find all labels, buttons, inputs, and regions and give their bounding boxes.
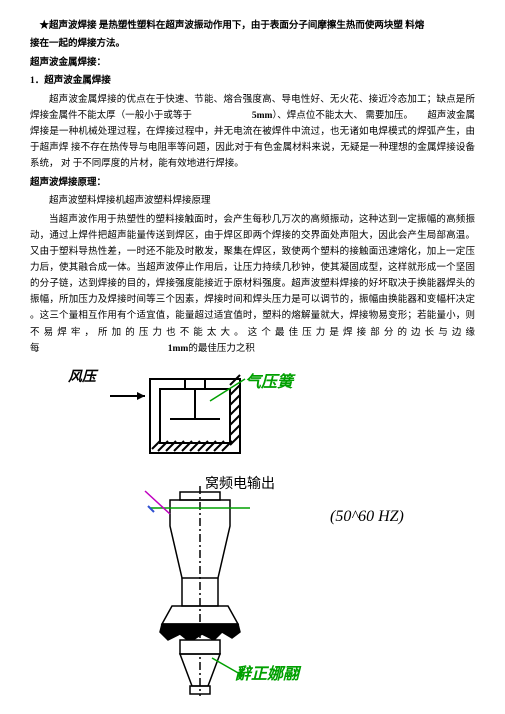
intro-line2: 接在一起的焊接方法。 [30, 36, 475, 52]
sec1-para: 超声波金属焊接的优点在于快速、节能、熔合强度高、导电性好、无火花、接近冷态加工；… [30, 92, 475, 173]
sec2-sub: 超声波塑料焊接机超声波塑料焊接原理 [30, 193, 475, 209]
sec1-title: 超声波金属焊接： [30, 55, 475, 71]
intro-line: ★超声波焊接 是热塑性塑料在超声波振动作用下，由于表面分子间摩擦生热而使两块塑 … [30, 18, 475, 34]
bottom-schematic [90, 486, 350, 706]
sec2-para: 当超声波作用于热塑性的塑料接触面时，会产生每秒几万次的高频振动，这种达到一定振幅… [30, 212, 475, 357]
diagram: 风压 气压簧 窝频电输出 (50^60 HZ) 辭正娜翮 [30, 361, 475, 701]
sec2-title: 超声波焊接原理： [30, 175, 475, 191]
sec1-item: 1．超声波金属焊接 [30, 73, 475, 89]
top-schematic [60, 361, 360, 471]
